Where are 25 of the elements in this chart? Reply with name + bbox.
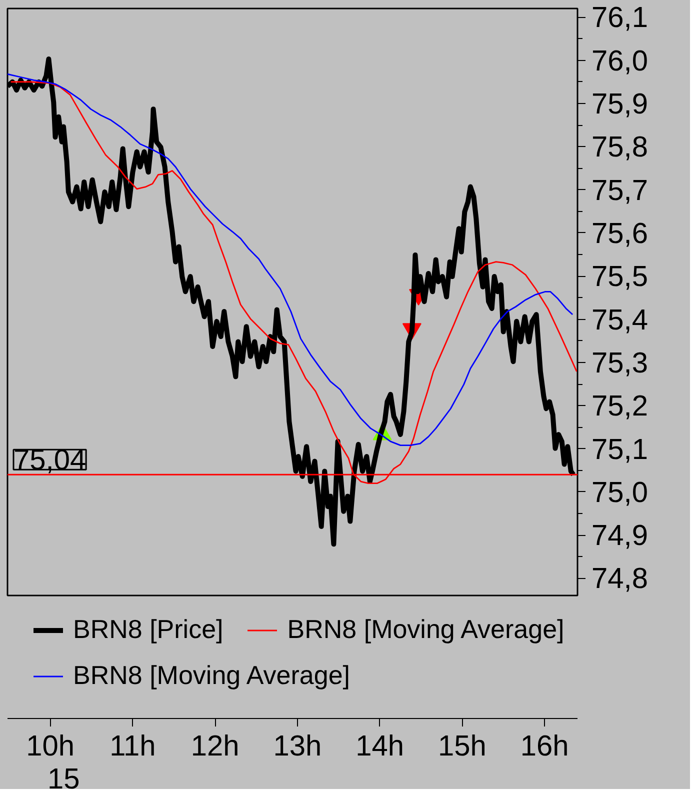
text: 15 — [48, 764, 80, 796]
legend-label: BRN8 [Moving Average] — [287, 614, 564, 645]
legend-label: BRN8 [Moving Average] — [73, 660, 350, 691]
y-tick-label: 75,6 — [592, 218, 648, 250]
y-tick-label: 75,8 — [592, 132, 648, 164]
y-tick-label: 75,4 — [592, 304, 648, 336]
y-tick-label: 75,0 — [592, 476, 648, 509]
x-tick-label: 10h — [26, 730, 75, 762]
y-tick-label: 75,1 — [592, 434, 648, 466]
y-tick-label: 76,1 — [592, 2, 648, 34]
x-tick-label: 13h — [273, 730, 322, 762]
legend-label: BRN8 [Price] — [73, 614, 224, 645]
x-tick-label: 11h — [110, 730, 156, 762]
y-tick-label: 76,0 — [592, 45, 648, 78]
x-tick-label: 12h — [190, 730, 240, 762]
x-tick-label: 16h — [520, 730, 569, 762]
y-tick-label: 75,9 — [592, 88, 648, 120]
y-tick-label: 75,3 — [592, 347, 648, 380]
y-tick-label: 74,8 — [592, 563, 648, 596]
x-tick-label: 14h — [356, 730, 404, 762]
y-tick-label: 74,9 — [592, 520, 648, 552]
x-tick-label: 15h — [438, 730, 486, 762]
y-tick-label: 75,2 — [592, 390, 648, 423]
y-tick-label: 75,7 — [592, 174, 648, 207]
y-tick-label: 75,5 — [592, 261, 648, 294]
